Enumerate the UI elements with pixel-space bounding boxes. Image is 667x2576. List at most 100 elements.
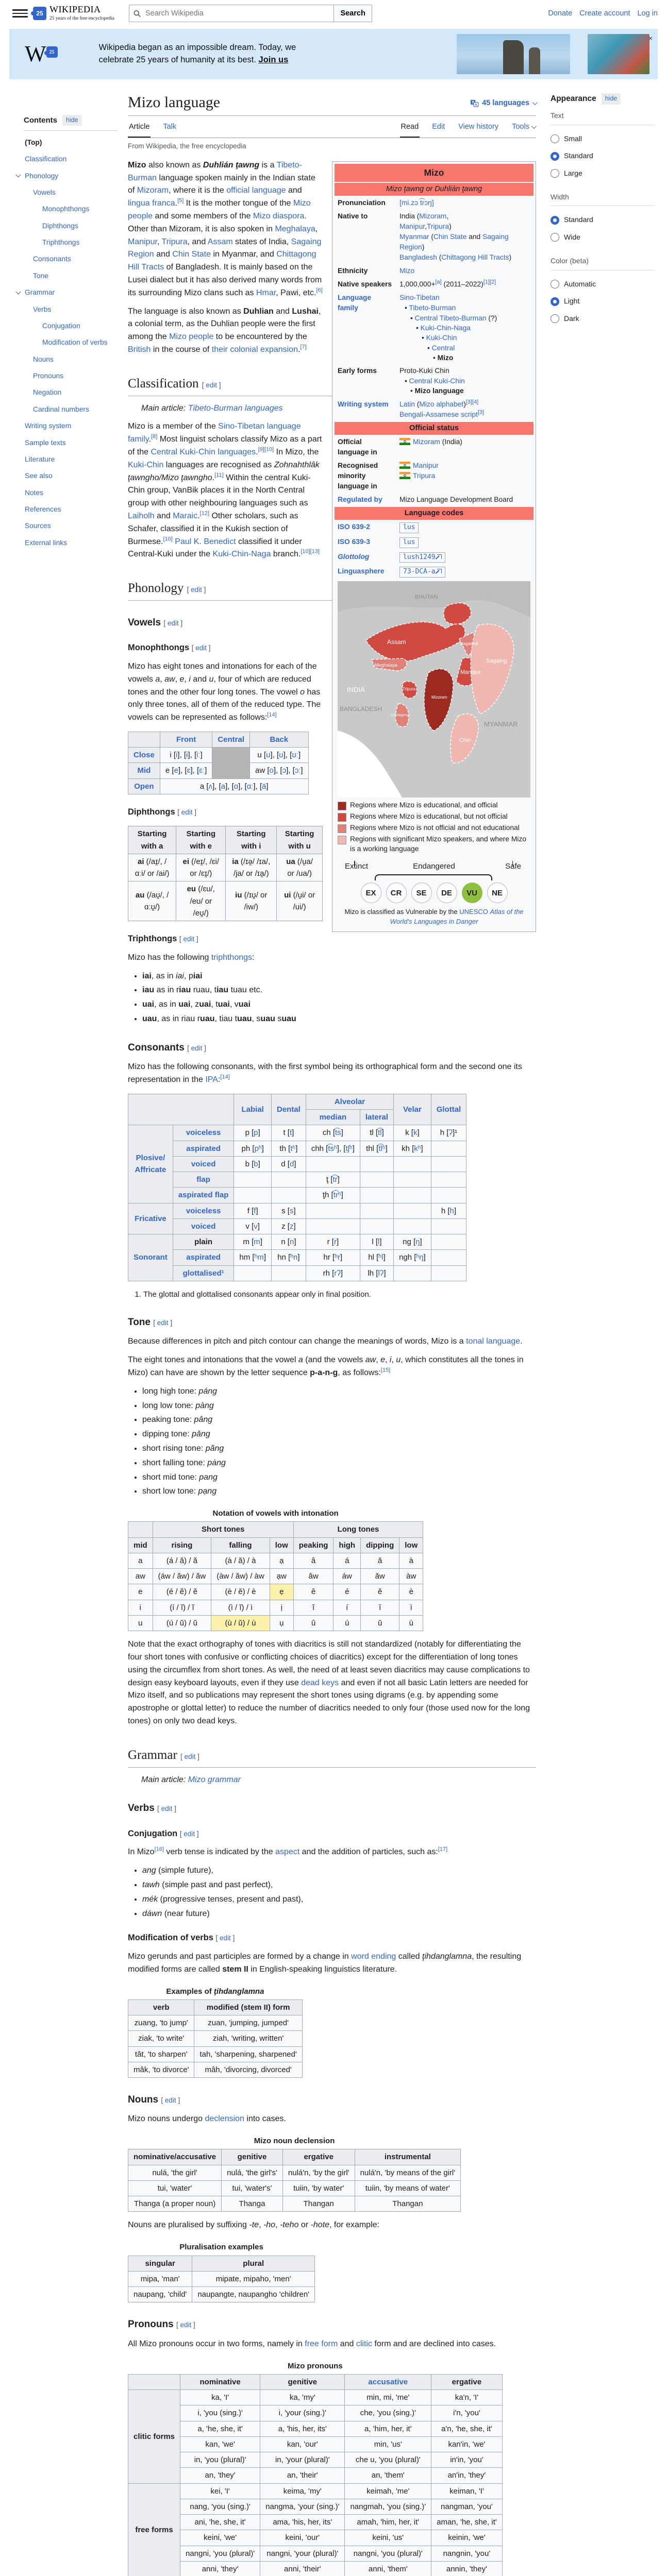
wiki-link[interactable]: ʊ — [279, 751, 284, 760]
wiki-link[interactable]: Back — [270, 735, 289, 744]
wiki-link[interactable]: ɔː — [294, 766, 301, 775]
radio-option-standard[interactable]: Standard — [551, 211, 655, 229]
wiki-link[interactable]: ɨ — [186, 751, 188, 760]
wiki-link[interactable]: Chittagong Hill Tracts — [441, 253, 509, 262]
wiki-link[interactable]: aspirated — [186, 1253, 221, 1262]
wiki-link[interactable]: [10] — [264, 446, 274, 453]
banner-close-icon[interactable]: × — [648, 34, 653, 42]
edit-link[interactable]: edit — [191, 586, 202, 594]
sidebar-item-notes[interactable]: Notes — [24, 484, 118, 501]
wiki-link[interactable]: Central — [431, 344, 455, 352]
wiki-link[interactable]: Alveolar — [334, 1097, 365, 1106]
wiki-link[interactable]: kʰ — [414, 1144, 421, 1153]
wiki-link[interactable]: UNESCO — [459, 908, 488, 916]
fundraising-banner[interactable]: W 25 Wikipedia began as an impossible dre… — [9, 29, 658, 79]
wiki-link[interactable]: Mizo diaspora — [253, 212, 305, 221]
wiki-link[interactable]: Mizoram — [419, 212, 447, 221]
wiki-link[interactable]: ɛː — [199, 766, 205, 775]
wiki-link[interactable]: ä — [262, 782, 266, 791]
wiki-link[interactable]: lus — [403, 523, 415, 531]
tab-view-history[interactable]: View history — [458, 122, 499, 131]
edit-link[interactable]: edit — [167, 619, 179, 627]
wiki-link[interactable]: Chittagong Hill Tracts — [128, 250, 316, 272]
wiki-link[interactable]: Laiholh — [128, 511, 155, 520]
wiki-link[interactable]: s — [289, 1206, 294, 1215]
sidebar-item-conjugation[interactable]: Conjugation — [24, 317, 118, 334]
wiki-link[interactable]: Meghalaya — [275, 224, 315, 233]
wiki-link[interactable]: f — [254, 1206, 256, 1215]
radio-icon[interactable] — [551, 279, 559, 289]
wiki-link[interactable]: free form — [305, 2339, 338, 2348]
wiki-link[interactable]: t͡lʰ — [378, 1144, 386, 1153]
wiki-link[interactable]: aspirated flap — [178, 1191, 229, 1200]
wiki-link[interactable]: [16] — [154, 1846, 164, 1853]
wiki-link[interactable]: Kuki-Chin-Naga — [420, 324, 471, 332]
wiki-link[interactable]: tʰ — [290, 1144, 296, 1153]
infobox-label[interactable]: Writing system — [338, 400, 389, 408]
wiki-link[interactable]: Fricative — [135, 1214, 166, 1223]
edit-link[interactable]: edit — [180, 2321, 192, 2329]
wiki-link[interactable]: dead keys — [301, 1678, 339, 1687]
wiki-link[interactable]: Mizoram — [413, 437, 440, 446]
tab-tools[interactable]: Tools — [511, 117, 537, 138]
sidebar-item-modification-of-verbs[interactable]: Modification of verbs — [24, 334, 118, 351]
wiki-link[interactable]: flap — [196, 1175, 210, 1184]
infobox-label[interactable]: ISO 639-3 — [338, 537, 370, 546]
sidebar-item-verbs[interactable]: Verbs — [24, 301, 118, 317]
wiki-link[interactable]: Mizo alphabet — [419, 400, 464, 408]
wiki-link[interactable]: ʰm — [254, 1253, 264, 1262]
edit-link[interactable]: edit — [183, 935, 195, 943]
wiki-link[interactable]: k — [413, 1128, 418, 1138]
wiki-link[interactable]: tonal language — [466, 1337, 521, 1346]
wiki-link[interactable]: t͡rʰ — [333, 1191, 341, 1200]
wiki-link[interactable]: [12] — [199, 510, 210, 517]
radio-option-dark[interactable]: Dark — [551, 310, 655, 328]
sidebar-item-references[interactable]: References — [24, 501, 118, 518]
donate-link[interactable]: Donate — [548, 9, 573, 18]
wiki-link[interactable]: accusative — [368, 2377, 408, 2386]
wiki-link[interactable]: t͡s — [335, 1128, 341, 1138]
contents-hide-button[interactable]: hide — [62, 114, 82, 126]
wiki-link[interactable]: lateral — [365, 1113, 389, 1122]
wiki-link[interactable]: Tibeto-Burman — [128, 160, 302, 182]
radio-icon[interactable] — [551, 297, 559, 306]
wiki-link[interactable]: [15] — [380, 1367, 391, 1374]
sidebar-item-tone[interactable]: Tone — [24, 267, 118, 284]
sidebar-item-nouns[interactable]: Nouns — [24, 351, 118, 367]
tab-talk[interactable]: Talk — [163, 122, 177, 131]
wiki-link[interactable]: Kuki-Chin — [128, 460, 164, 469]
tab-article[interactable]: Article — [128, 117, 151, 138]
wiki-link[interactable]: [11] — [214, 472, 224, 479]
wiki-link[interactable]: lus — [403, 538, 415, 546]
wiki-link[interactable]: [2] — [489, 279, 496, 285]
wiki-link[interactable]: Tripura — [426, 223, 449, 231]
wiki-link[interactable]: ɑ — [234, 782, 239, 791]
wiki-link[interactable]: Manipur — [128, 237, 157, 246]
edit-link[interactable]: edit — [191, 1044, 203, 1052]
infobox-label[interactable]: Language family — [338, 294, 372, 312]
wiki-link[interactable]: ʔ — [448, 1128, 453, 1138]
menu-icon[interactable] — [12, 6, 28, 21]
chevron-down-icon[interactable] — [15, 289, 21, 295]
wiki-link[interactable]: Assam — [207, 237, 233, 246]
wiki-link[interactable]: t͡sʰ — [328, 1144, 337, 1153]
languages-button[interactable]: A 45 languages — [470, 97, 538, 113]
sidebar-item-pronouns[interactable]: Pronouns — [24, 368, 118, 384]
wiki-link[interactable]: Myanmar — [399, 233, 429, 241]
wiki-link[interactable]: ɔ — [282, 766, 287, 775]
wiki-link[interactable]: Tripura — [413, 471, 436, 480]
wiki-link[interactable]: Mizo people — [128, 199, 311, 221]
edit-link[interactable]: edit — [220, 1934, 231, 1942]
chevron-down-icon[interactable] — [15, 172, 21, 178]
sidebar-item-see-also[interactable]: See also — [24, 468, 118, 484]
wiki-link[interactable]: Glottal — [436, 1105, 461, 1114]
create-account-link[interactable]: Create account — [579, 9, 630, 18]
wiki-link[interactable]: voiced — [191, 1222, 216, 1231]
wiki-link[interactable]: voiceless — [186, 1206, 221, 1215]
wiki-link[interactable]: l — [378, 1238, 380, 1247]
wiki-link[interactable]: r — [334, 1238, 337, 1247]
sidebar-item-monophthongs[interactable]: Monophthongs — [24, 201, 118, 217]
wiki-link[interactable]: Tibeto-Burman — [409, 304, 456, 312]
wiki-link[interactable]: [14] — [267, 711, 277, 718]
appearance-hide-button[interactable]: hide — [601, 93, 621, 105]
